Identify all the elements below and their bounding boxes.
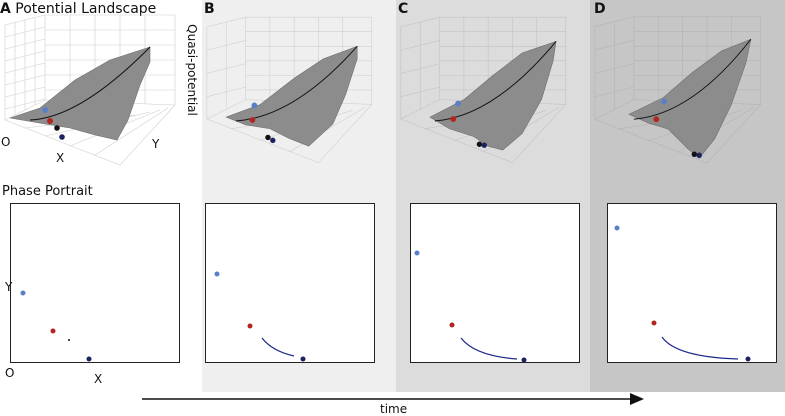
- phase-portrait-c: [410, 203, 580, 363]
- black-point: [691, 151, 698, 158]
- landscape-origin-label: O: [1, 135, 11, 149]
- time-axis-label: time: [380, 402, 408, 416]
- landscape-y-axis-label: Y: [152, 137, 160, 151]
- landscape-x-axis-label: X: [56, 151, 65, 165]
- dark-navy-point: [59, 134, 65, 140]
- phase-y-axis-label: Y: [5, 280, 13, 294]
- landscape-c-surface: [429, 40, 557, 151]
- panel-b-letter: B: [204, 1, 215, 17]
- black-point: [54, 125, 60, 131]
- light-blue-point: [614, 225, 620, 231]
- landscape-c: [400, 16, 567, 164]
- panel-a-header: A Potential Landscape: [0, 2, 156, 16]
- red-point: [653, 116, 660, 123]
- phase-origin-label: O: [5, 366, 15, 380]
- panel-d-letter: D: [594, 1, 606, 17]
- phase-x-axis-label: X: [94, 372, 103, 386]
- dark-navy-point: [696, 152, 702, 158]
- light-blue-point: [214, 271, 220, 277]
- trajectory: [261, 337, 295, 357]
- red-point: [47, 118, 53, 124]
- trajectory: [661, 336, 739, 360]
- phase-portrait-a: [10, 203, 180, 363]
- dark-navy-point: [270, 137, 276, 144]
- light-blue-point: [414, 250, 420, 256]
- panel-a-title: Potential Landscape: [15, 1, 157, 17]
- panel-c-letter: C: [398, 1, 409, 17]
- landscape-b-curve: [235, 45, 358, 122]
- landscape-d-curve: [633, 38, 752, 120]
- red-point: [651, 320, 657, 326]
- dark-navy-point: [86, 356, 92, 362]
- black-point: [476, 141, 483, 147]
- panel-a-letter: A: [0, 1, 11, 17]
- phase-portrait-d: [607, 203, 777, 363]
- landscape-b: [206, 16, 373, 164]
- landscape-a-curve: [29, 46, 151, 121]
- light-blue-point: [455, 100, 461, 107]
- light-blue-point: [251, 102, 258, 109]
- red-point: [247, 323, 253, 329]
- dark-navy-point: [481, 142, 487, 148]
- dark-navy-point: [745, 356, 751, 362]
- landscape-a: [4, 14, 176, 166]
- time-arrow-head: [630, 393, 644, 405]
- red-point: [249, 117, 256, 123]
- light-blue-point: [42, 107, 48, 113]
- landscape-b-surface: [225, 45, 358, 147]
- dark-navy-point: [300, 356, 306, 362]
- landscape-d: [594, 16, 761, 164]
- landscape-c-curve: [434, 41, 557, 122]
- red-point: [450, 116, 457, 122]
- black-point: [265, 134, 271, 141]
- trajectory: [460, 337, 518, 360]
- dark-navy-point: [521, 357, 527, 362]
- red-point: [449, 322, 455, 328]
- phase-portrait-b: [205, 203, 375, 363]
- light-blue-point: [661, 98, 668, 105]
- phase-portrait-title: Phase Portrait: [2, 184, 93, 199]
- landscape-a-surface: [9, 46, 151, 141]
- light-blue-point: [20, 290, 26, 296]
- red-point: [50, 328, 56, 334]
- black-point: [68, 339, 70, 341]
